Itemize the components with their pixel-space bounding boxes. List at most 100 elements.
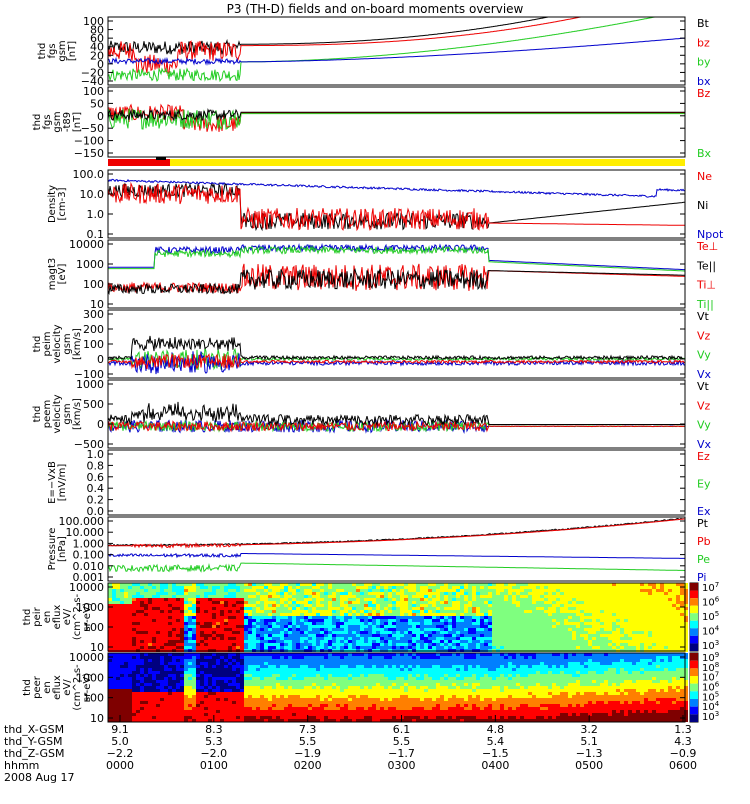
ion-spectrogram-cell <box>232 601 236 604</box>
electron-spectrogram-cell <box>300 683 304 686</box>
ion-spectrogram-cell <box>216 637 220 640</box>
ion-spectrogram-cell <box>536 616 540 619</box>
ion-spectrogram-cell <box>500 622 504 625</box>
ion-spectrogram-cell <box>500 625 504 628</box>
ion-spectrogram-cell <box>620 637 624 640</box>
ion-spectrogram-cell <box>352 583 356 586</box>
electron-spectrogram-cell <box>152 695 156 698</box>
electron-spectrogram-cell <box>240 719 244 722</box>
ion-spectrogram-cell <box>256 598 260 601</box>
ion-spectrogram-cell <box>144 631 148 634</box>
electron-spectrogram-cell <box>364 701 368 704</box>
ion-spectrogram-cell <box>624 640 628 643</box>
ion-spectrogram-cell <box>620 583 624 586</box>
ion-spectrogram-cell <box>524 628 528 631</box>
ion-spectrogram-cell <box>676 583 680 586</box>
ion-spectrogram-cell <box>536 631 540 634</box>
ion-spectrogram-cell <box>616 616 620 619</box>
ion-spectrogram-cell <box>616 637 620 640</box>
ion-spectrogram-cell <box>512 631 516 634</box>
electron-spectrogram-cell <box>168 689 172 692</box>
ion-spectrogram-cell <box>472 616 476 619</box>
electron-spectrogram-cell <box>320 710 324 713</box>
ion-spectrogram-cell <box>244 637 248 640</box>
electron-spectrogram-cell <box>316 692 320 695</box>
electron-spectrogram-cell <box>228 680 232 683</box>
ion-spectrogram-cell <box>684 598 688 601</box>
electron-spectrogram-cell <box>200 710 204 713</box>
ion-spectrogram-cell <box>456 601 460 604</box>
ion-spectrogram-cell <box>144 616 148 619</box>
ion-spectrogram-cell <box>580 601 584 604</box>
ion-spectrogram-cell <box>136 631 140 634</box>
ion-spectrogram-cell <box>224 589 228 592</box>
ion-spectrogram-cell <box>428 589 432 592</box>
electron-spectrogram-cell <box>132 683 136 686</box>
electron-spectrogram-cell <box>280 719 284 722</box>
ion-spectrogram-cell <box>152 646 156 649</box>
electron-spectrogram-cell <box>260 713 264 716</box>
ion-spectrogram-cell <box>572 631 576 634</box>
ion-spectrogram-cell <box>332 622 336 625</box>
ion-spectrogram-cell <box>500 631 504 634</box>
ion-spectrogram-cell <box>208 586 212 589</box>
ion-spectrogram-cell <box>180 598 184 601</box>
electron-spectrogram-cell <box>272 653 276 656</box>
ion-spectrogram-cell <box>504 616 508 619</box>
electron-spectrogram-cell <box>116 701 120 704</box>
ion-spectrogram-cell <box>404 589 408 592</box>
ion-spectrogram-cell <box>356 643 360 646</box>
electron-spectrogram-cell <box>384 668 388 671</box>
ion-spectrogram-cell <box>176 613 180 616</box>
electron-spectrogram-cell <box>296 662 300 665</box>
electron-spectrogram-cell <box>324 677 328 680</box>
electron-spectrogram-cell <box>372 719 376 722</box>
ion-spectrogram-cell <box>480 619 484 622</box>
electron-spectrogram-cell <box>152 698 156 701</box>
ion-spectrogram-cell <box>436 595 440 598</box>
electron-spectrogram-cell <box>132 665 136 668</box>
electron-spectrogram-cell <box>372 698 376 701</box>
ion-spectrogram-cell <box>320 631 324 634</box>
ion-spectrogram-cell <box>664 619 668 622</box>
electron-spectrogram-cell <box>272 713 276 716</box>
ion-spectrogram-cell <box>184 637 188 640</box>
ion-spectrogram-cell <box>444 619 448 622</box>
ion-spectrogram-cell <box>376 604 380 607</box>
electron-spectrogram-cell <box>360 719 364 722</box>
ion-spectrogram-cell <box>652 634 656 637</box>
ion-spectrogram-cell <box>428 583 432 586</box>
ion-spectrogram-cell <box>292 628 296 631</box>
ion-spectrogram-cell <box>400 583 404 586</box>
ion-spectrogram-cell <box>176 625 180 628</box>
ion-spectrogram-cell <box>496 619 500 622</box>
ion-spectrogram-cell <box>112 592 116 595</box>
electron-spectrogram-cell <box>212 701 216 704</box>
ion-spectrogram-cell <box>444 625 448 628</box>
ion-spectrogram-cell <box>252 592 256 595</box>
electron-spectrogram-cell <box>336 713 340 716</box>
electron-spectrogram-cell <box>308 659 312 662</box>
ion-spectrogram-cell <box>400 637 404 640</box>
ion-spectrogram-cell <box>400 610 404 613</box>
ion-spectrogram-cell <box>612 616 616 619</box>
ion-spectrogram-cell <box>544 625 548 628</box>
ion-spectrogram-cell <box>300 592 304 595</box>
ion-spectrogram-cell <box>648 613 652 616</box>
ion-spectrogram-cell <box>616 589 620 592</box>
ion-spectrogram-cell <box>464 586 468 589</box>
ion-spectrogram-cell <box>648 589 652 592</box>
ion-spectrogram-cell <box>208 619 212 622</box>
ion-spectrogram-cell <box>436 601 440 604</box>
ion-spectrogram-cell <box>332 610 336 613</box>
electron-spectrogram-cell <box>196 686 200 689</box>
electron-spectrogram-cell <box>152 683 156 686</box>
ion-spectrogram-cell <box>420 622 424 625</box>
electron-spectrogram-cell <box>296 707 300 710</box>
ion-spectrogram-cell <box>200 628 204 631</box>
electron-spectrogram-cell <box>144 719 148 722</box>
ion-spectrogram-cell <box>364 601 368 604</box>
ion-spectrogram-cell <box>416 637 420 640</box>
ion-spectrogram-cell <box>392 601 396 604</box>
electron-spectrogram-cell <box>236 719 240 722</box>
